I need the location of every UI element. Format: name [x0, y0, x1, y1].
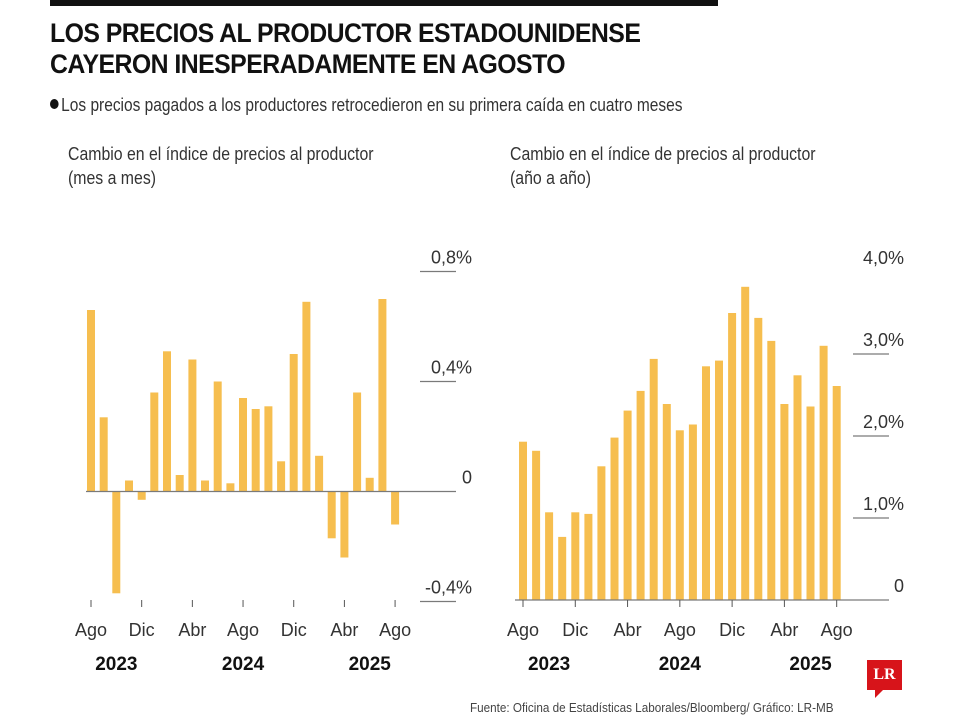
right-x-tick-label-3: Ago — [664, 620, 696, 640]
left-year-label-2: 2025 — [349, 654, 392, 675]
right-chart-title-text: Cambio en el índice de precios al produc… — [510, 144, 816, 164]
left-bar-17 — [302, 301, 311, 492]
left-x-tick-label-1: Dic — [129, 620, 155, 640]
left-bar-12 — [239, 398, 247, 492]
left-year-label-0: 2023 — [95, 654, 137, 675]
left-x-tick-label-0: Ago — [75, 620, 107, 640]
right-y-tick-label-3: 1,0% — [863, 494, 904, 514]
right-x-tick-label-4: Dic — [719, 620, 745, 640]
left-bar-13 — [251, 409, 260, 492]
right-bar-7 — [610, 437, 619, 600]
subtitle: Los precios pagados a los productores re… — [50, 95, 682, 116]
left-bar-9 — [201, 480, 209, 492]
left-bar-19 — [327, 491, 336, 539]
left-y-tick-label-0: 0,8% — [431, 248, 472, 268]
right-y-tick-label-1: 3,0% — [863, 330, 904, 350]
right-bar-20 — [780, 404, 789, 600]
left-x-tick-label-4: Dic — [281, 620, 307, 640]
right-y-tick-label-0: 4,0% — [863, 248, 904, 268]
left-x-tick-label-3: Ago — [227, 620, 259, 640]
right-bar-14 — [702, 366, 710, 600]
left-chart-subtitle: (mes a mes) — [68, 168, 157, 188]
right-year-label-1: 2024 — [659, 654, 702, 675]
right-bar-21 — [793, 375, 802, 600]
right-x-tick-label-5: Abr — [770, 620, 798, 640]
left-bar-24 — [391, 491, 400, 525]
left-bar-3 — [125, 480, 133, 492]
right-bar-0 — [519, 441, 527, 600]
right-year-label-0: 2023 — [528, 654, 570, 675]
right-bar-22 — [806, 406, 815, 600]
right-chart-subtitle: (año a año) — [510, 168, 592, 188]
subtitle-text: Los precios pagados a los productores re… — [61, 95, 683, 115]
page-title: LOS PRECIOS AL PRODUCTOR ESTADOUNIDENSE … — [50, 18, 641, 80]
left-x-tick-label-2: Abr — [178, 620, 206, 640]
right-year-label-2: 2025 — [789, 654, 832, 675]
right-bar-6 — [597, 466, 606, 600]
left-y-tick-label-3: -0,4% — [425, 578, 472, 598]
right-bar-19 — [767, 340, 776, 600]
left-x-tick-label-6: Ago — [379, 620, 411, 640]
right-bar-12 — [675, 430, 684, 600]
left-bar-8 — [188, 359, 197, 492]
right-x-tick-label-1: Dic — [562, 620, 588, 640]
left-bar-18 — [315, 455, 324, 492]
right-x-tick-label-2: Abr — [614, 620, 642, 640]
right-bar-10 — [649, 358, 658, 600]
right-bar-15 — [715, 360, 723, 600]
right-bar-18 — [754, 317, 763, 600]
left-bar-14 — [264, 406, 273, 492]
right-bar-1 — [532, 450, 541, 600]
left-bar-7 — [175, 475, 184, 492]
monthly-change-chart: 0,8% 0,4% 0 -0,4% Ago Dic Abr Ago Dic Abr Ago 2023 2… — [75, 248, 472, 676]
left-bar-15 — [277, 461, 286, 492]
left-bar-1 — [99, 417, 108, 492]
left-chart-title: Cambio en el índice de precios al produc… — [68, 142, 374, 190]
left-year-label-1: 2024 — [222, 654, 265, 675]
left-chart-title-text: Cambio en el índice de precios al produc… — [68, 144, 374, 164]
right-x-tick-label-0: Ago — [507, 620, 539, 640]
right-bar-3 — [558, 536, 567, 600]
right-chart-title: Cambio en el índice de precios al produc… — [510, 142, 816, 190]
left-x-tick-label-5: Abr — [330, 620, 358, 640]
right-bar-11 — [662, 404, 671, 600]
yearly-change-chart: 4,0% 3,0% 2,0% 1,0% 0 Ago Dic Abr Ago Dic Abr Ago 20… — [507, 248, 904, 675]
left-bar-10 — [213, 381, 222, 492]
left-bar-11 — [226, 483, 235, 492]
left-y-tick-label-1: 0,4% — [431, 358, 472, 378]
bullet-icon — [50, 99, 59, 109]
right-y-tick-label-2: 2,0% — [863, 412, 904, 432]
right-x-tick-label-6: Ago — [821, 620, 853, 640]
right-bar-2 — [545, 512, 554, 600]
left-bar-2 — [112, 491, 121, 594]
title-line-2: CAYERON INESPERADAMENTE EN AGOSTO — [50, 49, 566, 79]
right-bar-8 — [623, 410, 632, 600]
title-line-1: LOS PRECIOS AL PRODUCTOR ESTADOUNIDENSE — [50, 18, 641, 48]
right-bar-16 — [728, 313, 737, 600]
right-bar-4 — [571, 512, 580, 600]
left-bar-4 — [137, 491, 146, 500]
right-y-tick-label-4: 0 — [894, 576, 904, 596]
right-bar-5 — [584, 513, 593, 600]
left-bar-6 — [163, 351, 171, 492]
left-bar-22 — [365, 477, 374, 492]
right-bar-13 — [688, 424, 697, 600]
lr-logo: LR — [867, 660, 902, 698]
left-bar-0 — [87, 310, 95, 492]
left-bar-21 — [353, 392, 362, 492]
top-rule — [50, 0, 718, 6]
source-note: Fuente: Oficina de Estadísticas Laborale… — [470, 700, 834, 715]
right-bar-9 — [636, 390, 645, 600]
left-bar-23 — [378, 299, 387, 492]
left-bar-20 — [340, 491, 349, 558]
left-y-tick-label-2: 0 — [462, 468, 472, 488]
right-bar-23 — [819, 345, 828, 600]
right-bar-17 — [741, 286, 750, 600]
left-bar-16 — [289, 354, 298, 492]
left-bar-5 — [150, 392, 159, 492]
right-bar-24 — [832, 386, 841, 600]
